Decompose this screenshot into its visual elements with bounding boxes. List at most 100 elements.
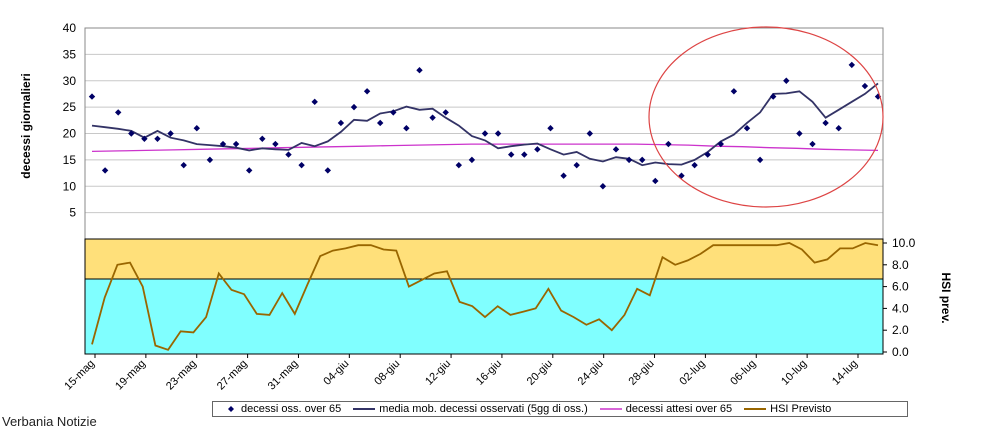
observed-point — [848, 61, 855, 69]
y-tick-label: 4.0 — [892, 301, 909, 315]
y-tick-label: 5 — [69, 206, 76, 220]
x-tick-label: 16-giu — [474, 358, 504, 388]
legend-item-expected: decessi attesi over 65 — [599, 403, 732, 415]
y-tick-label: 40 — [63, 21, 77, 35]
legend-label: decessi oss. over 65 — [241, 403, 342, 415]
observed-point — [180, 161, 187, 169]
observed-point — [770, 93, 777, 100]
observed-point — [704, 151, 711, 158]
observed-point — [232, 140, 240, 148]
observed-point — [481, 130, 489, 137]
x-tick-label: 12-giu — [423, 358, 453, 388]
legend-item-moving-average: media mob. decessi osservati (5gg di oss… — [353, 403, 588, 415]
observed-point — [206, 156, 214, 164]
y-tick-label: 30 — [63, 74, 77, 88]
observed-point — [455, 161, 462, 169]
observed-point — [861, 82, 869, 90]
x-tick-label: 23-mag — [164, 358, 199, 393]
observed-point — [468, 156, 476, 164]
highlight-circle — [648, 26, 884, 208]
observed-point — [246, 167, 253, 174]
hsi-line — [91, 242, 879, 351]
observed-point — [298, 161, 305, 169]
observed-point — [377, 119, 384, 127]
x-tick-label: 06-lug — [728, 358, 758, 388]
moving-average-line — [91, 82, 879, 167]
observed-point — [730, 88, 738, 95]
observed-point — [560, 172, 567, 179]
series-media-mobile — [91, 82, 879, 167]
observed-point — [743, 125, 751, 132]
observed-point — [612, 146, 620, 153]
observed-point — [429, 114, 436, 121]
y-tick-label: 10.0 — [892, 236, 916, 250]
line-marker-icon — [744, 408, 767, 410]
x-tick-label: 04-giu — [321, 358, 351, 388]
observed-point — [691, 161, 698, 169]
x-tick-label: 28-giu — [627, 358, 657, 388]
bottom-y-axis-label: HSI prev. — [939, 272, 953, 323]
series-decessi-osservati — [88, 61, 882, 190]
observed-point — [219, 140, 227, 148]
observed-point — [403, 125, 410, 132]
observed-point — [573, 161, 580, 169]
observed-point — [494, 130, 502, 137]
y-tick-label: 2.0 — [892, 323, 909, 337]
expected-line — [91, 143, 879, 153]
legend: decessi oss. over 65 media mob. decessi … — [212, 401, 908, 417]
observed-point — [285, 151, 292, 158]
observed-point — [272, 140, 279, 148]
observed-point — [756, 156, 764, 164]
x-tick-label: 20-giu — [525, 358, 555, 388]
credit-text: Verbania Notizie — [2, 414, 97, 429]
line-marker-icon — [353, 408, 376, 410]
observed-point — [141, 135, 148, 142]
y-tick-label: 15 — [63, 153, 77, 167]
legend-label: HSI Previsto — [770, 403, 832, 415]
observed-point — [547, 125, 554, 132]
observed-point — [350, 103, 358, 111]
x-tick-label: 14-lug — [830, 358, 860, 388]
y-tick-label: 20 — [63, 127, 77, 141]
top-y-axis-label: decessi giornalieri — [19, 73, 33, 178]
observed-point — [796, 130, 803, 137]
series-hsi-previsto — [91, 242, 879, 351]
observed-point — [128, 130, 135, 137]
x-tick-label: 08-giu — [372, 358, 402, 388]
observed-point — [665, 140, 672, 148]
observed-point — [416, 67, 423, 74]
observed-point — [809, 140, 816, 148]
observed-point — [599, 183, 607, 190]
bottom-plot-frame — [84, 238, 884, 355]
observed-point — [259, 135, 266, 142]
observed-point — [652, 177, 659, 185]
y-tick-label: 10 — [63, 179, 77, 193]
observed-point — [639, 156, 646, 164]
x-tick-label: 10-lug — [779, 358, 809, 388]
observed-point — [534, 146, 541, 153]
legend-label: media mob. decessi osservati (5gg di oss… — [379, 403, 588, 415]
series-decessi-attesi — [91, 143, 879, 153]
legend-item-hsi: HSI Previsto — [744, 403, 831, 415]
y-tick-label: 0.0 — [892, 345, 909, 359]
observed-point — [363, 88, 371, 95]
y-tick-label: 6.0 — [892, 280, 909, 294]
chart-area: 5 10 15 20 25 30 35 40 decessi giornalieri 0.0 2… — [19, 21, 953, 393]
observed-point — [337, 119, 345, 127]
observed-point — [835, 125, 842, 132]
observed-point — [521, 151, 528, 158]
x-tick-label: 24-giu — [576, 358, 606, 388]
diamond-marker-icon — [228, 406, 234, 412]
observed-point — [88, 93, 96, 100]
observed-point — [717, 140, 724, 148]
bottom-y-axis: 0.0 2.0 4.0 6.0 8.0 10.0 — [883, 236, 916, 359]
observed-point — [625, 156, 633, 164]
x-tick-label: 27-mag — [215, 358, 250, 393]
observed-point — [783, 77, 790, 84]
observed-point — [311, 98, 318, 106]
observed-point — [508, 151, 515, 158]
y-tick-label: 8.0 — [892, 258, 909, 272]
x-tick-label: 15-mag — [62, 358, 97, 393]
y-tick-label: 25 — [63, 100, 77, 114]
observed-point — [442, 109, 449, 116]
